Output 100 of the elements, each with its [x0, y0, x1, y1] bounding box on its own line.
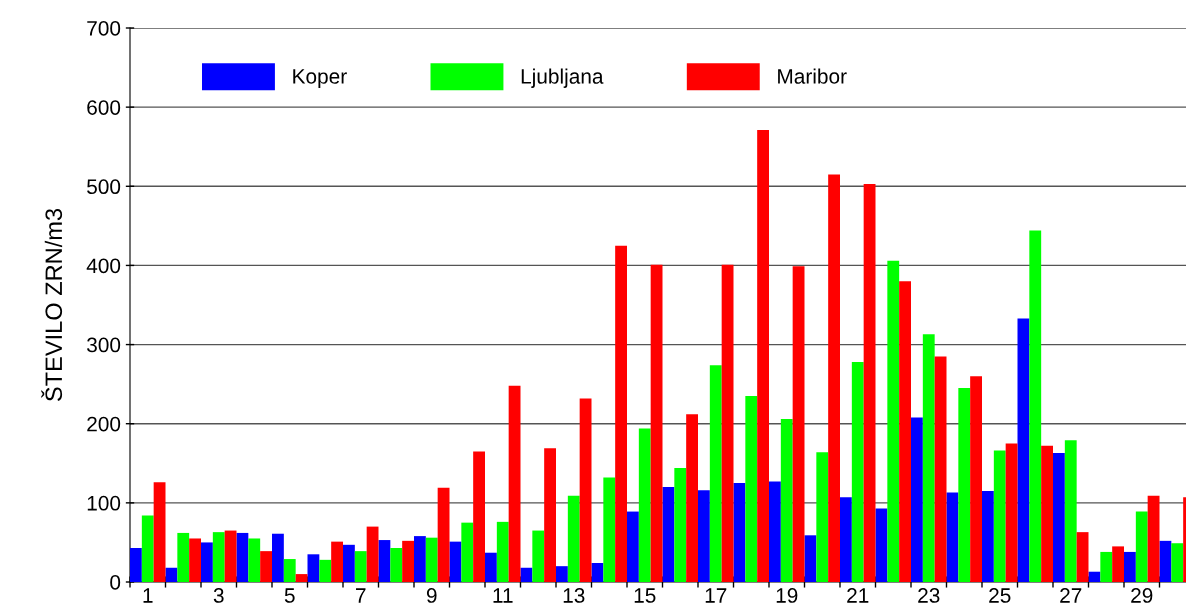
bar: [875, 508, 888, 582]
x-tick-label: 23: [918, 588, 940, 603]
x-tick-label: 1: [143, 588, 153, 603]
y-tick-label: 600: [87, 100, 121, 115]
bar: [733, 483, 746, 582]
bar: [544, 448, 556, 582]
bar: [686, 414, 698, 582]
bar: [674, 468, 687, 582]
bar: [851, 361, 864, 582]
bar: [958, 388, 971, 582]
x-tick-label: 11: [493, 588, 513, 603]
bar: [698, 490, 710, 582]
bar: [354, 551, 367, 582]
bar: [757, 130, 769, 582]
x-tick-label: 19: [776, 588, 798, 603]
bar: [402, 540, 414, 582]
bar: [911, 417, 923, 582]
bar: [378, 540, 391, 582]
bar: [141, 515, 154, 582]
bar: [638, 428, 651, 582]
bar: [1053, 453, 1065, 582]
bar: [1017, 318, 1030, 582]
bar: [248, 538, 261, 582]
y-tick-label: 700: [87, 21, 121, 36]
bar: [591, 563, 604, 582]
bar: [425, 537, 438, 582]
x-tick-label: 7: [356, 588, 366, 603]
bar: [1135, 511, 1148, 582]
bar: [343, 544, 355, 582]
bar: [804, 535, 817, 582]
bar: [1100, 551, 1113, 582]
x-tick-label: 29: [1131, 588, 1153, 603]
bar: [201, 542, 213, 582]
bar: [1147, 495, 1160, 582]
bar: [579, 398, 592, 582]
y-tick-label: 500: [87, 179, 121, 195]
bar: [745, 396, 758, 582]
bar: [260, 551, 272, 582]
bar: [496, 521, 509, 582]
bar: [603, 477, 616, 582]
bar: [1124, 551, 1136, 582]
bar: [212, 532, 225, 582]
bar: [319, 559, 332, 582]
bar: [331, 541, 343, 582]
bar: [769, 481, 781, 582]
bar: [721, 264, 734, 582]
bar: [650, 264, 663, 582]
bar: [922, 334, 935, 582]
bar: [840, 497, 852, 582]
bar: [1064, 440, 1077, 582]
bar: [366, 526, 379, 582]
y-tick-label: 200: [87, 416, 121, 432]
legend-label: Ljubljana: [521, 68, 604, 88]
x-tick-label: 15: [634, 588, 656, 603]
bar: [792, 266, 805, 582]
bar: [1088, 571, 1101, 582]
bar: [508, 385, 521, 582]
bar: [165, 567, 178, 582]
bar: [295, 574, 308, 582]
y-axis-title: ŠTEVILO ZRN/m3: [41, 208, 63, 402]
y-tick-label: 300: [87, 337, 121, 353]
bar: [461, 522, 474, 582]
bar: [414, 536, 426, 582]
bar: [189, 538, 201, 582]
bar: [970, 376, 982, 582]
bar: [863, 183, 876, 582]
bar: [1076, 532, 1089, 582]
x-tick-label: 13: [563, 588, 585, 603]
bar: [816, 452, 829, 582]
bar: [473, 451, 485, 582]
bar: [993, 450, 1006, 582]
bar: [520, 567, 533, 582]
x-tick-label: 27: [1060, 588, 1082, 603]
x-tick-label: 9: [426, 588, 437, 603]
bar: [556, 566, 568, 582]
bar: [934, 356, 947, 582]
bar: [1159, 540, 1172, 582]
bar: [887, 260, 900, 582]
bar: [272, 533, 284, 582]
x-tick-label: 17: [705, 588, 727, 603]
bar: [307, 554, 320, 582]
bar: [449, 541, 462, 582]
bar: [153, 482, 166, 582]
x-tick-label: 3: [213, 588, 224, 603]
bar: [828, 174, 840, 582]
bar: [1112, 546, 1124, 582]
bar: [437, 487, 450, 582]
y-tick-label: 400: [86, 258, 121, 274]
bar: [662, 487, 675, 582]
bar: [1041, 445, 1053, 582]
bar: [532, 530, 545, 582]
bar: [1029, 230, 1042, 582]
bar: [390, 547, 403, 582]
legend-label: Maribor: [778, 68, 847, 84]
bar: [485, 552, 497, 582]
bar: [130, 547, 142, 582]
bar: [899, 281, 911, 582]
bar: [780, 418, 793, 582]
y-tick-label: 0: [110, 575, 121, 590]
bar: [627, 511, 639, 582]
